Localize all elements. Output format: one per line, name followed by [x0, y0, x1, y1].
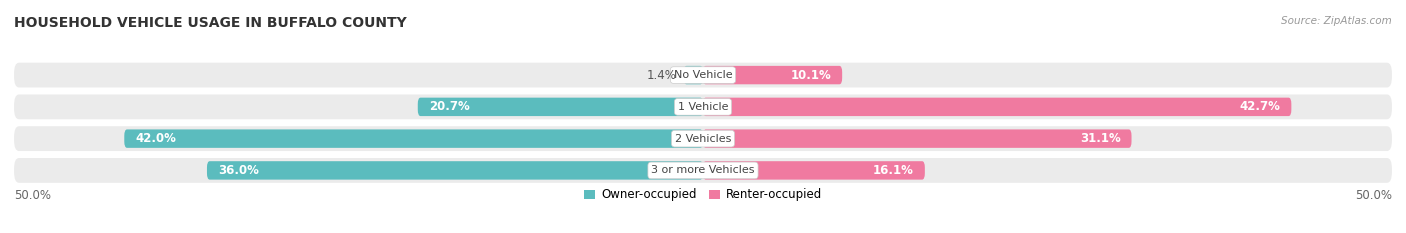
Text: 42.0%: 42.0%: [135, 132, 176, 145]
FancyBboxPatch shape: [683, 66, 703, 84]
Text: 31.1%: 31.1%: [1080, 132, 1121, 145]
FancyBboxPatch shape: [14, 158, 1392, 183]
Text: 2 Vehicles: 2 Vehicles: [675, 134, 731, 144]
Text: 10.1%: 10.1%: [790, 69, 831, 82]
FancyBboxPatch shape: [207, 161, 703, 180]
Text: 50.0%: 50.0%: [14, 189, 51, 202]
FancyBboxPatch shape: [14, 126, 1392, 151]
Text: No Vehicle: No Vehicle: [673, 70, 733, 80]
Text: 42.7%: 42.7%: [1240, 100, 1281, 113]
FancyBboxPatch shape: [703, 161, 925, 180]
FancyBboxPatch shape: [14, 63, 1392, 87]
Text: 16.1%: 16.1%: [873, 164, 914, 177]
FancyBboxPatch shape: [418, 98, 703, 116]
Legend: Owner-occupied, Renter-occupied: Owner-occupied, Renter-occupied: [579, 184, 827, 206]
Text: 36.0%: 36.0%: [218, 164, 259, 177]
Text: 20.7%: 20.7%: [429, 100, 470, 113]
Text: 1 Vehicle: 1 Vehicle: [678, 102, 728, 112]
Text: 50.0%: 50.0%: [1355, 189, 1392, 202]
Text: 1.4%: 1.4%: [647, 69, 676, 82]
Text: 3 or more Vehicles: 3 or more Vehicles: [651, 165, 755, 175]
FancyBboxPatch shape: [703, 129, 1132, 148]
FancyBboxPatch shape: [124, 129, 703, 148]
Text: HOUSEHOLD VEHICLE USAGE IN BUFFALO COUNTY: HOUSEHOLD VEHICLE USAGE IN BUFFALO COUNT…: [14, 16, 406, 30]
FancyBboxPatch shape: [703, 98, 1291, 116]
FancyBboxPatch shape: [14, 94, 1392, 119]
FancyBboxPatch shape: [703, 66, 842, 84]
Text: Source: ZipAtlas.com: Source: ZipAtlas.com: [1281, 16, 1392, 26]
